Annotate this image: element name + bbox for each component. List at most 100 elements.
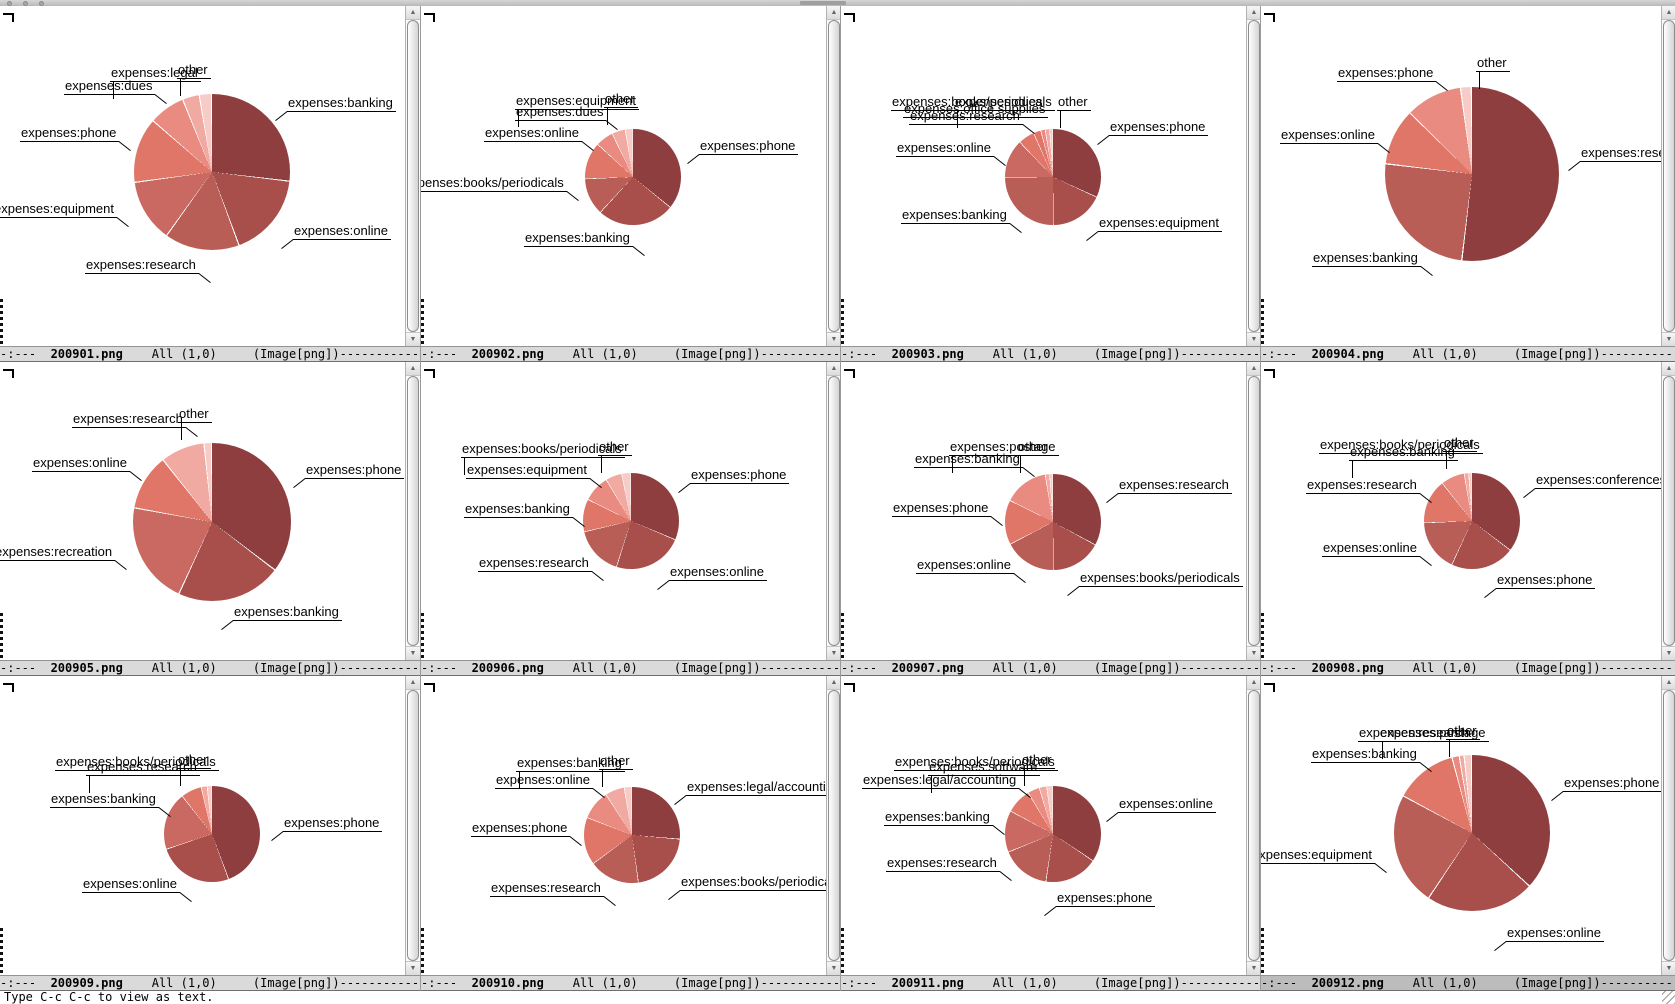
scroll-up-arrow-icon[interactable]: ▲	[1247, 362, 1261, 376]
image-buffer-content: expenses:books/periodicals other expenses:…	[841, 676, 1261, 975]
leader-line	[603, 896, 616, 907]
scrollbar[interactable]: ▲ ▼	[405, 362, 420, 660]
scroll-down-arrow-icon[interactable]: ▼	[406, 332, 420, 346]
scroll-up-arrow-icon[interactable]: ▲	[1662, 676, 1675, 690]
pie-label: expenses:online	[82, 877, 192, 903]
scroll-down-arrow-icon[interactable]: ▼	[827, 646, 841, 660]
pie-chart-image	[1394, 755, 1550, 911]
scroll-up-arrow-icon[interactable]: ▲	[1662, 6, 1675, 20]
leader-line	[1568, 161, 1581, 172]
scroll-up-arrow-icon[interactable]: ▲	[406, 362, 420, 376]
mode-line[interactable]: -:--- 200909.png All (1,0) (Image[png])-…	[0, 975, 420, 991]
scroll-down-arrow-icon[interactable]: ▼	[1662, 332, 1675, 346]
close-button[interactable]	[7, 1, 12, 6]
modeline-filler: ----------------------------------------…	[339, 347, 420, 361]
leader-line	[293, 478, 306, 489]
pie-chart-image	[584, 787, 680, 883]
leader-line	[179, 892, 192, 903]
leader-line	[1420, 266, 1433, 277]
scroll-down-arrow-icon[interactable]: ▼	[827, 332, 841, 346]
modeline-filler: ----------------------------------------…	[339, 976, 420, 990]
scrollbar-thumb[interactable]	[1663, 690, 1675, 961]
scroll-up-arrow-icon[interactable]: ▲	[827, 362, 841, 376]
pie-chart-image	[1385, 87, 1559, 261]
scrollbar-thumb[interactable]	[407, 690, 419, 961]
modeline-position: All (1,0)	[992, 347, 1058, 361]
pie-chart-image	[133, 443, 291, 601]
scrollbar-thumb[interactable]	[1663, 20, 1675, 332]
mode-line[interactable]: -:--- 200911.png All (1,0) (Image[png])-…	[841, 975, 1261, 991]
scrollbar[interactable]: ▲ ▼	[826, 362, 841, 660]
scroll-down-arrow-icon[interactable]: ▼	[1662, 646, 1675, 660]
scrollbar-thumb[interactable]	[828, 690, 840, 961]
scroll-down-arrow-icon[interactable]: ▼	[1247, 332, 1261, 346]
scroll-up-arrow-icon[interactable]: ▲	[1247, 6, 1261, 20]
minimize-button[interactable]	[23, 1, 28, 6]
scrollbar[interactable]: ▲ ▼	[826, 6, 841, 346]
scroll-down-arrow-icon[interactable]: ▼	[406, 961, 420, 975]
scrollbar-thumb[interactable]	[1663, 376, 1675, 646]
scrollbar-thumb[interactable]	[407, 20, 419, 332]
leader-line	[1484, 588, 1497, 599]
window-resize-grip[interactable]	[1662, 991, 1675, 1004]
scrollbar-thumb[interactable]	[1248, 690, 1260, 961]
mode-line[interactable]: -:--- 200903.png All (1,0) (Image[png])-…	[841, 346, 1261, 362]
scrollbar[interactable]: ▲ ▼	[1661, 676, 1675, 975]
pie-label: expenses:online	[32, 456, 142, 482]
pie-label: expenses:conferences	[1523, 473, 1670, 499]
scrollbar[interactable]: ▲ ▼	[1661, 6, 1675, 346]
scrollbar[interactable]: ▲ ▼	[1246, 6, 1261, 346]
leader-line	[1067, 586, 1080, 597]
scrollbar[interactable]: ▲ ▼	[826, 676, 841, 975]
scrollbar-thumb[interactable]	[1248, 376, 1260, 646]
scroll-up-arrow-icon[interactable]: ▲	[1662, 362, 1675, 376]
pie-label: expenses:phone	[1044, 891, 1156, 917]
scrollbar-thumb[interactable]	[828, 20, 840, 332]
mode-line[interactable]: -:--- 200910.png All (1,0) (Image[png])-…	[421, 975, 841, 991]
scrollbar[interactable]: ▲ ▼	[1246, 676, 1261, 975]
pie-label: expenses:online	[657, 565, 767, 591]
pie-label: other	[177, 753, 211, 786]
fringe-corner-glyph	[424, 369, 435, 378]
fringe-truncation-marks	[841, 613, 844, 659]
scrollbar[interactable]: ▲ ▼	[1246, 362, 1261, 660]
scroll-up-arrow-icon[interactable]: ▲	[406, 6, 420, 20]
modeline-prefix: -:---	[0, 661, 51, 675]
mode-line[interactable]: -:--- 200906.png All (1,0) (Image[png])-…	[421, 660, 841, 676]
pie-label: other	[1476, 56, 1510, 89]
mode-line[interactable]: -:--- 200904.png All (1,0) (Image[png])-…	[1261, 346, 1675, 362]
scroll-down-arrow-icon[interactable]: ▼	[1662, 961, 1675, 975]
scroll-up-arrow-icon[interactable]: ▲	[1247, 676, 1261, 690]
fringe-truncation-marks	[421, 613, 424, 659]
pie-label: expenses:equipment	[0, 202, 129, 228]
mode-line[interactable]: -:--- 200902.png All (1,0) (Image[png])-…	[421, 346, 841, 362]
minibuffer-echo-area[interactable]: Type C-c C-c to view as text.	[0, 991, 1675, 1004]
mode-line[interactable]: -:--- 200901.png All (1,0) (Image[png])-…	[0, 346, 420, 362]
pie-label: expenses:phone	[471, 821, 583, 847]
mode-line[interactable]: -:--- 200912.png All (1,0) (Image[png])-…	[1261, 975, 1675, 991]
zoom-button[interactable]	[39, 1, 44, 6]
scrollbar-thumb[interactable]	[1248, 20, 1260, 332]
scrollbar[interactable]: ▲ ▼	[405, 676, 420, 975]
scrollbar[interactable]: ▲ ▼	[1661, 362, 1675, 660]
mode-line[interactable]: -:--- 200907.png All (1,0) (Image[png])-…	[841, 660, 1261, 676]
scrollbar-thumb[interactable]	[828, 376, 840, 646]
modeline-filler: ----------------------------------------…	[1180, 661, 1261, 675]
image-buffer-content: expenses:banking other expenses:online expe…	[421, 676, 841, 975]
scroll-up-arrow-icon[interactable]: ▲	[827, 6, 841, 20]
scroll-down-arrow-icon[interactable]: ▼	[1247, 646, 1261, 660]
scroll-up-arrow-icon[interactable]: ▲	[406, 676, 420, 690]
fringe-corner-glyph	[424, 683, 435, 692]
scroll-down-arrow-icon[interactable]: ▼	[1247, 961, 1261, 975]
scroll-up-arrow-icon[interactable]: ▲	[827, 676, 841, 690]
mode-line[interactable]: -:--- 200908.png All (1,0) (Image[png])-…	[1261, 660, 1675, 676]
pie-label: expenses:online	[1494, 926, 1604, 952]
leader-line	[1435, 81, 1449, 92]
scroll-down-arrow-icon[interactable]: ▼	[406, 646, 420, 660]
emacs-window-200909.png: expenses:books/periodicals other expenses:…	[0, 676, 420, 991]
pie-label: expenses:research	[86, 760, 200, 793]
scrollbar-thumb[interactable]	[407, 376, 419, 646]
scrollbar[interactable]: ▲ ▼	[405, 6, 420, 346]
scroll-down-arrow-icon[interactable]: ▼	[827, 961, 841, 975]
mode-line[interactable]: -:--- 200905.png All (1,0) (Image[png])-…	[0, 660, 420, 676]
